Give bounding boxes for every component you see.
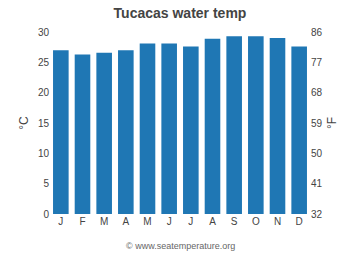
svg-text:F: F xyxy=(79,216,85,227)
svg-text:86: 86 xyxy=(311,27,323,38)
svg-text:S: S xyxy=(231,216,238,227)
svg-text:A: A xyxy=(209,216,216,227)
svg-text:D: D xyxy=(296,216,303,227)
svg-text:J: J xyxy=(188,216,193,227)
svg-text:O: O xyxy=(252,216,260,227)
svg-text:0: 0 xyxy=(43,209,49,220)
svg-text:20: 20 xyxy=(38,87,50,98)
svg-text:77: 77 xyxy=(311,57,323,68)
svg-text:M: M xyxy=(143,216,151,227)
svg-text:J: J xyxy=(167,216,172,227)
svg-text:15: 15 xyxy=(38,118,50,129)
svg-text:M: M xyxy=(100,216,108,227)
svg-text:N: N xyxy=(274,216,281,227)
svg-text:J: J xyxy=(58,216,63,227)
svg-text:32: 32 xyxy=(311,209,323,220)
svg-text:A: A xyxy=(122,216,129,227)
svg-text:°C: °C xyxy=(17,116,31,130)
svg-text:5: 5 xyxy=(43,178,49,189)
svg-text:59: 59 xyxy=(311,118,323,129)
svg-text:41: 41 xyxy=(311,178,323,189)
svg-text:10: 10 xyxy=(38,148,50,159)
svg-text:25: 25 xyxy=(38,57,50,68)
svg-text:30: 30 xyxy=(38,27,50,38)
svg-text:50: 50 xyxy=(311,148,323,159)
svg-text:°F: °F xyxy=(325,117,339,129)
svg-text:Tucacas water temp: Tucacas water temp xyxy=(114,5,247,21)
svg-text:© www.seatemperature.org: © www.seatemperature.org xyxy=(126,241,235,251)
svg-text:68: 68 xyxy=(311,87,323,98)
